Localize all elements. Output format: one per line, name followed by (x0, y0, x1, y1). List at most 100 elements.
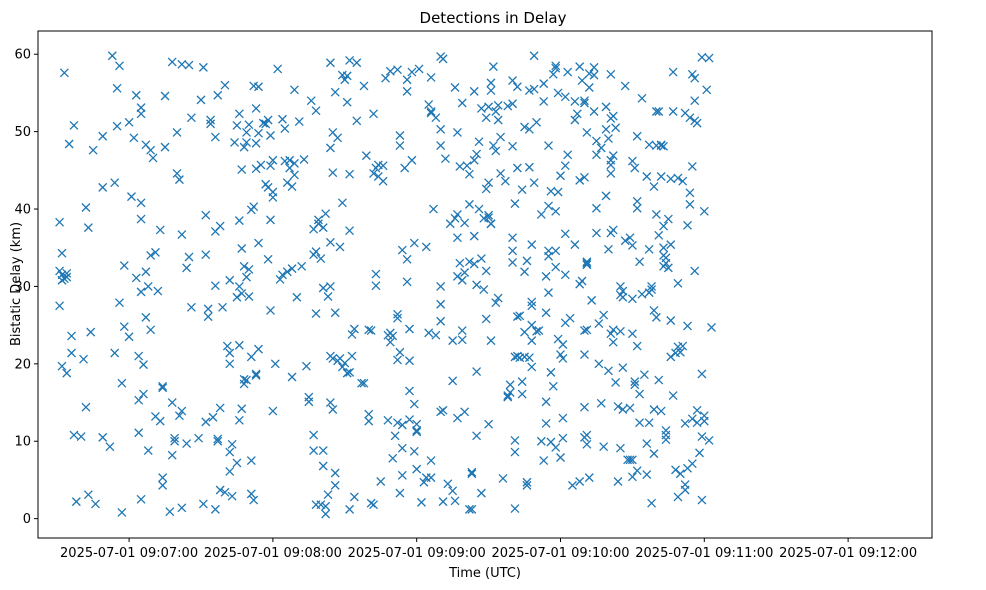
data-point-marker (297, 261, 307, 271)
data-point-marker (683, 220, 692, 230)
data-point-marker (508, 99, 518, 109)
data-point-marker (503, 101, 513, 111)
data-point-marker (234, 415, 244, 425)
data-point-marker (618, 363, 628, 373)
data-point-marker (524, 86, 534, 96)
data-point-marker (448, 336, 458, 346)
data-point-marker (457, 275, 467, 285)
data-point-marker (690, 266, 700, 276)
data-point-marker (328, 353, 338, 363)
data-point-marker (692, 418, 702, 428)
data-point-marker (558, 340, 568, 349)
data-point-marker (246, 456, 256, 466)
data-point-marker (594, 359, 604, 369)
data-point-marker (659, 243, 669, 253)
data-point-marker (632, 466, 642, 476)
data-point-marker (527, 240, 537, 250)
data-point-marker (625, 233, 635, 243)
data-point-marker (608, 325, 618, 335)
data-point-marker (213, 434, 223, 444)
y-tick-label: 40 (14, 203, 31, 218)
data-point-marker (67, 331, 77, 341)
data-point-marker (661, 435, 671, 445)
data-point-marker (491, 298, 501, 308)
data-point-marker (254, 344, 263, 354)
data-point-marker (580, 98, 589, 108)
chart-title: Detections in Delay (420, 9, 567, 27)
data-point-marker (697, 495, 707, 505)
data-point-marker (431, 113, 441, 123)
data-point-marker (318, 223, 328, 233)
data-point-marker (177, 59, 187, 69)
data-point-marker (630, 380, 640, 390)
data-point-marker (393, 313, 402, 323)
data-point-marker (81, 203, 91, 212)
data-point-marker (57, 361, 67, 371)
data-point-marker (98, 432, 108, 442)
data-point-marker (237, 165, 247, 175)
data-point-marker (342, 368, 352, 378)
data-point-marker (632, 196, 642, 206)
data-point-marker (330, 480, 340, 490)
data-point-marker (318, 283, 328, 293)
data-point-marker (505, 380, 515, 390)
data-point-marker (568, 480, 577, 490)
y-tick-label: 20 (14, 357, 31, 372)
data-point-marker (242, 272, 251, 282)
data-point-marker (251, 370, 261, 380)
data-point-marker (81, 402, 91, 412)
data-point-marker (666, 240, 676, 250)
data-point-marker (210, 281, 220, 291)
data-point-marker (419, 477, 429, 487)
data-point-marker (649, 305, 659, 315)
data-point-marker (469, 86, 479, 96)
data-point-marker (615, 281, 625, 291)
data-point-marker (500, 176, 510, 186)
data-point-marker (627, 294, 637, 304)
data-point-marker (337, 362, 347, 372)
data-point-marker (110, 348, 120, 358)
data-point-marker (210, 132, 220, 142)
data-point-marker (174, 175, 184, 185)
data-point-marker (517, 185, 527, 195)
data-point-marker (608, 225, 618, 235)
data-point-marker (225, 466, 235, 476)
data-point-marker (136, 287, 146, 297)
data-point-marker (182, 263, 192, 273)
data-point-marker (520, 122, 530, 132)
data-point-marker (591, 150, 601, 160)
data-point-marker (364, 325, 374, 335)
data-point-marker (529, 178, 539, 188)
data-point-marker (138, 389, 148, 399)
data-point-marker (601, 191, 611, 201)
data-point-marker (452, 127, 462, 137)
data-point-marker (254, 238, 263, 248)
data-point-marker (160, 91, 170, 101)
data-point-marker (532, 326, 541, 336)
data-point-marker (136, 198, 146, 208)
data-point-marker (659, 141, 669, 151)
x-tick-label: 2025-07-01 09:10:00 (491, 546, 629, 561)
data-point-marker (311, 247, 321, 257)
data-point-marker (476, 254, 486, 264)
data-point-marker (287, 264, 297, 274)
data-point-marker (251, 138, 261, 148)
data-point-marker (589, 107, 599, 116)
data-point-marker (618, 286, 628, 296)
data-point-marker (457, 335, 467, 345)
data-point-marker (539, 79, 549, 89)
data-point-marker (560, 270, 570, 280)
data-point-marker (390, 431, 400, 441)
data-point-marker (551, 262, 561, 272)
data-point-marker (275, 275, 285, 284)
data-point-marker (481, 314, 491, 324)
data-point-marker (553, 187, 563, 197)
data-point-marker (119, 261, 129, 270)
data-point-marker (649, 449, 659, 459)
data-point-marker (467, 467, 477, 477)
data-point-marker (234, 340, 244, 350)
data-point-marker (474, 137, 484, 147)
data-point-marker (527, 336, 537, 346)
data-point-marker (529, 84, 539, 94)
data-point-marker (215, 221, 225, 231)
